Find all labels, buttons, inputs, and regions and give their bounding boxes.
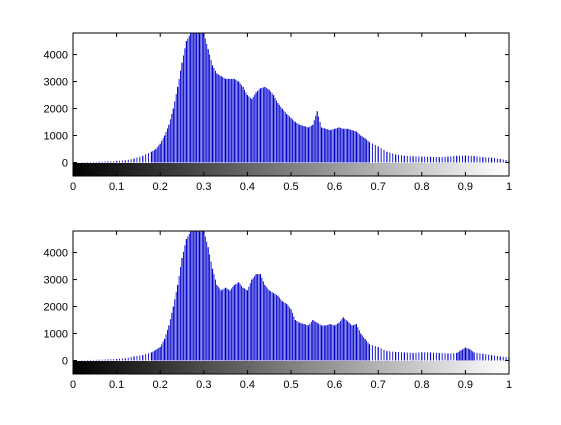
- y-tick-label: 1000: [44, 131, 68, 143]
- x-tick-label: 0.8: [414, 379, 429, 391]
- x-tick-label: 0.2: [153, 181, 168, 193]
- x-tick-label: 1: [506, 181, 512, 193]
- y-tick-label: 2000: [44, 302, 68, 314]
- x-tick-label: 1: [506, 379, 512, 391]
- x-tick-label: 0.7: [371, 379, 386, 391]
- x-tick-label: 0.2: [153, 379, 168, 391]
- y-tick-label: 4000: [44, 248, 68, 260]
- subplot-2: 0 0.1 0.2 0.3 0.4 0.5 0.6 0.7 0.8 0.9 1 0 1000 2000 30…: [44, 230, 512, 391]
- x-tick-label: 0.1: [109, 181, 124, 193]
- subplot-1: 0 0.1 0.2 0.3 0.4 0.5 0.6 0.7 0.8 0.9 1 0 1000 2000 30…: [44, 32, 512, 193]
- grayscale-colorbar: [73, 163, 509, 176]
- x-tick-label: 0.6: [327, 379, 342, 391]
- x-tick-label: 0.1: [109, 379, 124, 391]
- x-tick-label: 0: [70, 181, 76, 193]
- x-tick-label: 0.5: [283, 181, 298, 193]
- y-tick-label: 1000: [44, 329, 68, 341]
- x-tick-label: 0.4: [240, 181, 255, 193]
- x-tick-label: 0.4: [240, 379, 255, 391]
- y-tick-label: 3000: [44, 275, 68, 287]
- y-tick-label: 0: [62, 356, 68, 368]
- x-tick-label: 0.8: [414, 181, 429, 193]
- x-tick-label: 0.3: [196, 181, 211, 193]
- x-tick-label: 0.3: [196, 379, 211, 391]
- y-tick-label: 0: [62, 158, 68, 170]
- grayscale-colorbar: [73, 361, 509, 374]
- x-tick-label: 0.9: [458, 181, 473, 193]
- x-tick-label: 0.5: [283, 379, 298, 391]
- x-tick-label: 0.6: [327, 181, 342, 193]
- y-tick-label: 2000: [44, 104, 68, 116]
- y-tick-label: 4000: [44, 50, 68, 62]
- x-tick-label: 0.9: [458, 379, 473, 391]
- x-tick-label: 0: [70, 379, 76, 391]
- x-tick-label: 0.7: [371, 181, 386, 193]
- y-tick-label: 3000: [44, 77, 68, 89]
